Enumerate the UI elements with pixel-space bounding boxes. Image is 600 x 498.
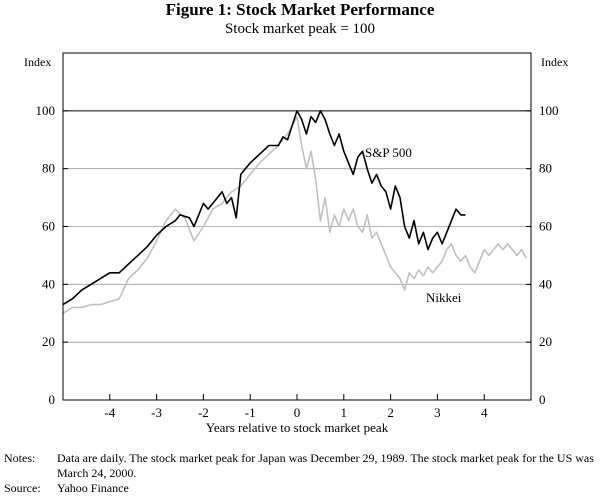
- y-tick-label-left: 100: [36, 103, 56, 118]
- series-label-nikkei: Nikkei: [426, 290, 462, 305]
- x-tick-label: 4: [481, 405, 488, 420]
- line-chart: 0 0 20 20 40 40 60 60 80 80 100 100 -4 -3 -2 -1 0 1 2 3 4 In…: [24, 52, 568, 435]
- y-tick-label-right: 0: [539, 392, 546, 407]
- y-tick-label-right: 60: [539, 219, 552, 234]
- source-label: Source:: [4, 481, 41, 495]
- y-tick-label-right: 40: [539, 276, 552, 291]
- x-tick-label: -2: [198, 405, 209, 420]
- x-tick-label: -4: [104, 405, 115, 420]
- x-axis-label: Years relative to stock market peak: [206, 420, 389, 435]
- series-label-sp500: S&P 500: [365, 145, 412, 160]
- series-line-sp500: [62, 110, 466, 306]
- x-tick-label: 3: [434, 405, 441, 420]
- y-tick-label-right: 80: [539, 161, 552, 176]
- x-tick-label: 2: [387, 405, 394, 420]
- x-tick-label: -3: [151, 405, 162, 420]
- y-axis-label-left: Index: [24, 55, 51, 69]
- y-axis-label-right: Index: [541, 55, 568, 69]
- y-tick-label-left: 40: [42, 276, 55, 291]
- y-tick-label-right: 20: [539, 334, 552, 349]
- x-tick-label: 1: [341, 405, 348, 420]
- figure-title: Figure 1: Stock Market Performance: [165, 0, 435, 19]
- y-tick-label-left: 0: [49, 392, 56, 407]
- y-tick-label-right: 100: [539, 103, 559, 118]
- x-tick-label: 0: [294, 405, 301, 420]
- series-line-nikkei: [62, 115, 528, 314]
- figure-notes: Notes: Data are daily. The stock market …: [4, 451, 600, 496]
- notes-label: Notes:: [4, 451, 36, 465]
- figure-subtitle: Stock market peak = 100: [224, 21, 376, 37]
- source-text: Yahoo Finance: [57, 481, 129, 495]
- y-tick-label-left: 20: [42, 334, 55, 349]
- notes-text: Data are daily. The stock market peak fo…: [57, 451, 594, 480]
- y-tick-label-left: 60: [42, 219, 55, 234]
- x-tick-label: -1: [245, 405, 256, 420]
- y-tick-label-left: 80: [42, 161, 55, 176]
